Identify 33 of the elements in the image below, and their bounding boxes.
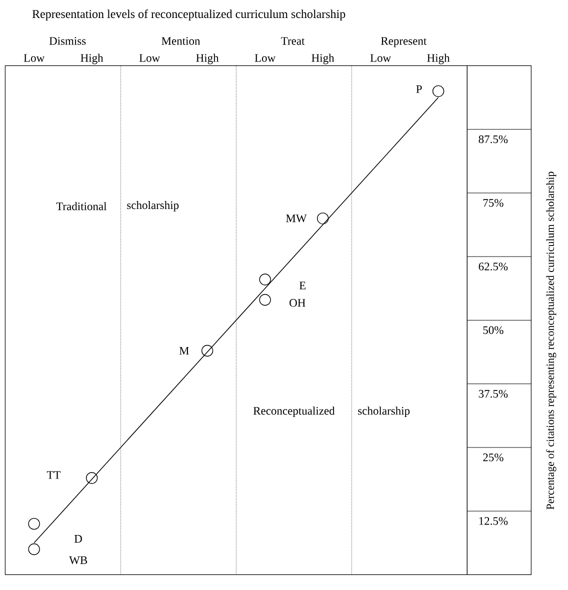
x-tick-label: High [80, 54, 104, 64]
annotation: P [416, 85, 422, 93]
annotation: scholarship [358, 406, 410, 418]
annotation: E [299, 282, 306, 290]
y-tick-label: 25% [483, 454, 504, 462]
y-tick-label: 50% [483, 326, 504, 334]
x-tick-label: Low [370, 54, 392, 62]
annotation: M [179, 346, 189, 355]
y-tick-label: 37.5% [478, 390, 508, 398]
x-tick-label: High [312, 54, 334, 64]
x-tick-label: Low [254, 54, 276, 62]
annotation: Traditional [56, 202, 107, 210]
y-axis-title: Percentage of citations representing reconceptualized curriculum scholarship [546, 172, 556, 510]
annotation: WB [69, 556, 88, 564]
annotation: D [74, 535, 82, 543]
annotation: OH [290, 299, 306, 307]
text: Treat [281, 37, 305, 45]
annotation: Reconceptualized [253, 406, 335, 418]
y-tick-label: 87.5% [478, 135, 508, 144]
y-tick-label: 75% [483, 199, 504, 207]
x-tick-label: Low [24, 54, 45, 62]
text: Represent [381, 37, 427, 48]
chart-title: Representation levels of reconceptualized curriculum scholarship [32, 9, 346, 21]
annotation: MW [286, 214, 307, 222]
x-tick-label: High [427, 54, 450, 64]
x-tick-label: Low [139, 54, 160, 62]
text: Dismiss [49, 37, 86, 45]
y-tick-label: 12.5% [479, 517, 508, 525]
x-tick-label: High [196, 54, 219, 64]
text: Mention [162, 37, 200, 45]
annotation: TT [46, 471, 61, 479]
annotation: scholarship [127, 200, 179, 212]
y-tick-label: 62.5% [478, 262, 508, 270]
